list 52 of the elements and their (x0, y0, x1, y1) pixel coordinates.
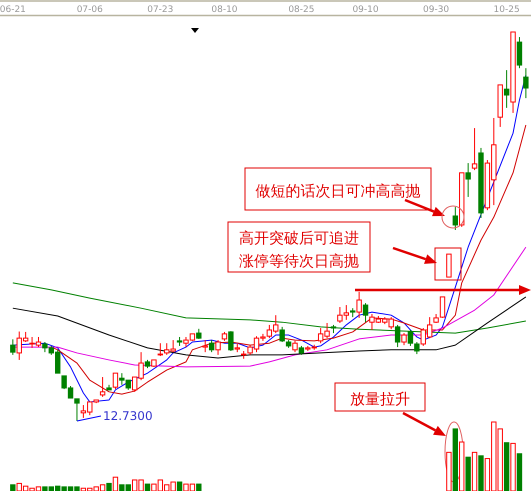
candlestick (401, 332, 407, 346)
bar (478, 455, 484, 491)
candlestick (465, 162, 471, 198)
x-tick-label: 07-06 (76, 5, 104, 15)
bar (452, 428, 458, 491)
x-tick-label: 09-10 (352, 5, 379, 15)
candlestick (523, 68, 529, 99)
candlestick (202, 340, 208, 353)
annotation: 涨停等待次日高抛 (239, 252, 359, 270)
candlestick (112, 372, 118, 390)
bar (510, 442, 516, 491)
bar (459, 442, 464, 491)
x-tick-label: 07-23 (147, 5, 174, 15)
bar (144, 484, 150, 491)
bar (446, 452, 452, 491)
candlestick (516, 36, 522, 69)
candlestick (215, 340, 221, 356)
annotation: 12.7300 (102, 409, 153, 423)
bar (504, 442, 510, 491)
annotation: 高开突破后可追进 (239, 229, 359, 247)
candlestick (452, 206, 458, 230)
candlestick (472, 128, 478, 171)
bar (196, 484, 202, 491)
candlestick (356, 291, 362, 318)
annotation: 放量拉升 (350, 390, 410, 408)
bar (176, 482, 182, 491)
annotation: 做短的话次日可冲高高抛 (256, 182, 420, 200)
x-tick-label: 06-21 (0, 5, 26, 15)
x-tick-label: 08-25 (288, 5, 314, 15)
candlestick (504, 70, 510, 108)
candlestick (196, 328, 202, 340)
bar (106, 482, 112, 491)
candlestick (74, 398, 80, 422)
bar (112, 476, 118, 491)
x-tick-label: 10-25 (494, 5, 520, 15)
bar (472, 452, 478, 491)
candlestick (10, 338, 16, 356)
candlestick (100, 376, 106, 398)
candlestick (440, 296, 446, 318)
candlestick (228, 330, 234, 352)
bar (516, 453, 522, 491)
candlestick (158, 342, 164, 357)
candlestick (292, 340, 298, 353)
bar (10, 484, 16, 491)
candlestick (414, 342, 420, 355)
bar (465, 456, 471, 491)
candlestick (208, 340, 214, 353)
candlestick (279, 326, 285, 343)
candlestick (362, 302, 368, 323)
x-tick-label: 09-30 (423, 5, 450, 15)
candlestick (446, 254, 452, 278)
x-tick-label: 08-10 (211, 5, 238, 15)
